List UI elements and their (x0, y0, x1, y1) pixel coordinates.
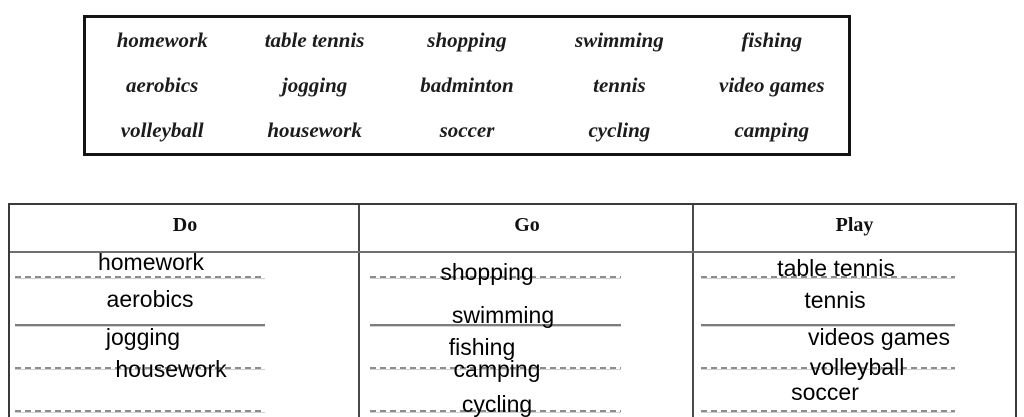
word-bank-item: table tennis (264, 28, 365, 52)
answer-line (370, 276, 621, 279)
word-bank-item: tennis (593, 73, 646, 97)
word-bank-item: fishing (741, 28, 803, 52)
answer-line (15, 410, 265, 413)
word-bank-item: volleyball (120, 118, 204, 142)
word-bank-item: cycling (588, 118, 651, 142)
word-bank-item: homework (116, 28, 208, 52)
word-bank-item: camping (734, 118, 810, 142)
header-separator (10, 251, 1015, 253)
answer-go: cycling (461, 391, 533, 417)
answer-play: table tennis (777, 255, 895, 281)
word-bank-item: video games (719, 73, 825, 97)
column-divider (358, 205, 360, 417)
answer-line (701, 410, 955, 413)
answer-do: housework (115, 356, 227, 382)
answer-play: volleyball (809, 354, 905, 380)
answer-go: camping (453, 356, 541, 382)
answer-line (370, 367, 621, 370)
word-bank-item: housework (267, 118, 362, 142)
category-table: Do Go Play homework aerobics jogging hou… (8, 203, 1017, 417)
answer-do: jogging (105, 324, 181, 350)
answer-line (15, 367, 265, 370)
answer-go: shopping (440, 259, 534, 285)
word-bank-item: shopping (427, 28, 507, 52)
word-bank-item: soccer (439, 118, 495, 142)
answer-play: tennis (804, 287, 866, 313)
word-bank-item: aerobics (126, 73, 199, 97)
answer-line (370, 324, 621, 327)
answer-line (370, 410, 621, 413)
answer-line (701, 367, 955, 370)
column-header-do: Do (172, 214, 198, 236)
answer-line (15, 276, 265, 279)
column-header-go: Go (514, 214, 540, 236)
word-bank-box: homework table tennis shopping swimming … (83, 15, 851, 156)
answer-line (701, 276, 955, 279)
answer-play: soccer (791, 379, 859, 405)
answer-go: fishing (448, 334, 516, 360)
word-bank-item: jogging (281, 73, 348, 97)
word-bank-item: swimming (575, 28, 664, 52)
answer-line (701, 324, 955, 327)
answer-go: swimming (451, 302, 555, 328)
word-bank-item: badminton (420, 73, 514, 97)
column-header-play: Play (835, 214, 874, 236)
answer-do: aerobics (106, 286, 194, 312)
column-divider (692, 205, 694, 417)
answer-do: homework (97, 249, 205, 275)
answer-line (15, 324, 265, 327)
answer-play: videos games (808, 324, 950, 350)
